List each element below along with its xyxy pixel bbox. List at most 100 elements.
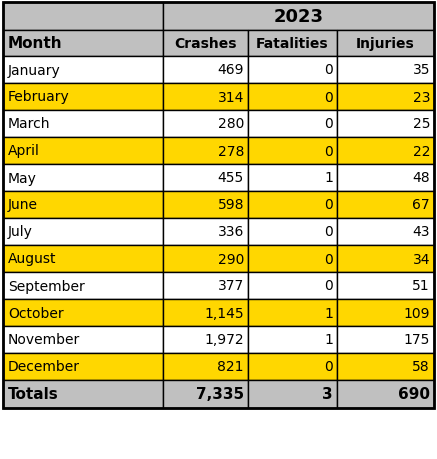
Text: 0: 0 [324, 117, 333, 131]
Bar [3, 380, 163, 408]
Bar [337, 165, 434, 191]
Bar [163, 31, 248, 57]
Bar [163, 84, 248, 111]
Text: 278: 278 [218, 144, 244, 158]
Text: 690: 690 [398, 386, 430, 402]
Text: 0: 0 [324, 279, 333, 293]
Bar [163, 299, 248, 326]
Text: 35: 35 [413, 63, 430, 77]
Bar [3, 326, 163, 353]
Text: 109: 109 [403, 306, 430, 320]
Text: 34: 34 [413, 252, 430, 266]
Bar [3, 138, 163, 165]
Bar [248, 299, 337, 326]
Text: March: March [8, 117, 51, 131]
Bar [337, 138, 434, 165]
Text: 0: 0 [324, 252, 333, 266]
Text: Crashes: Crashes [174, 37, 237, 51]
Bar [337, 111, 434, 138]
Text: August: August [8, 252, 56, 266]
Text: 0: 0 [324, 144, 333, 158]
Bar [337, 353, 434, 380]
Bar [248, 191, 337, 218]
Bar [3, 299, 163, 326]
Text: February: February [8, 90, 70, 104]
Text: 377: 377 [218, 279, 244, 293]
Text: July: July [8, 225, 33, 239]
Text: 598: 598 [218, 198, 244, 212]
Text: 22: 22 [413, 144, 430, 158]
Text: Totals: Totals [8, 386, 59, 402]
Bar [248, 84, 337, 111]
Bar [337, 218, 434, 246]
Bar [248, 111, 337, 138]
Bar [163, 218, 248, 246]
Bar [248, 353, 337, 380]
Bar [248, 31, 337, 57]
Text: 280: 280 [218, 117, 244, 131]
Bar [337, 191, 434, 218]
Text: December: December [8, 360, 80, 374]
Bar [337, 272, 434, 299]
Bar [248, 57, 337, 84]
Text: 455: 455 [218, 171, 244, 185]
Text: 2023: 2023 [274, 8, 323, 26]
Text: 48: 48 [413, 171, 430, 185]
Text: June: June [8, 198, 38, 212]
Text: 0: 0 [324, 63, 333, 77]
Text: April: April [8, 144, 40, 158]
Text: 1: 1 [324, 171, 333, 185]
Bar [337, 57, 434, 84]
Bar [163, 246, 248, 272]
Bar [163, 3, 434, 31]
Bar [248, 218, 337, 246]
Bar [3, 31, 163, 57]
Bar [3, 57, 163, 84]
Text: 67: 67 [413, 198, 430, 212]
Text: 0: 0 [324, 90, 333, 104]
Bar [337, 380, 434, 408]
Bar [248, 138, 337, 165]
Text: 3: 3 [323, 386, 333, 402]
Text: 51: 51 [413, 279, 430, 293]
Bar [248, 246, 337, 272]
Text: 290: 290 [218, 252, 244, 266]
Bar [248, 326, 337, 353]
Bar [3, 353, 163, 380]
Text: 1,145: 1,145 [205, 306, 244, 320]
Text: Month: Month [8, 36, 62, 51]
Bar [337, 326, 434, 353]
Bar [3, 3, 434, 408]
Text: 7,335: 7,335 [196, 386, 244, 402]
Bar [163, 326, 248, 353]
Text: 469: 469 [218, 63, 244, 77]
Text: 314: 314 [218, 90, 244, 104]
Bar [163, 111, 248, 138]
Bar [163, 165, 248, 191]
Text: 1: 1 [324, 306, 333, 320]
Bar [163, 138, 248, 165]
Text: 0: 0 [324, 198, 333, 212]
Bar [3, 246, 163, 272]
Text: 1,972: 1,972 [205, 333, 244, 347]
Text: Fatalities: Fatalities [256, 37, 329, 51]
Text: 25: 25 [413, 117, 430, 131]
Bar [163, 353, 248, 380]
Bar [248, 272, 337, 299]
Bar [337, 246, 434, 272]
Bar [3, 272, 163, 299]
Bar [3, 84, 163, 111]
Text: September: September [8, 279, 85, 293]
Bar [3, 218, 163, 246]
Bar [337, 84, 434, 111]
Text: 336: 336 [218, 225, 244, 239]
Text: 58: 58 [413, 360, 430, 374]
Bar [163, 272, 248, 299]
Text: May: May [8, 171, 37, 185]
Bar [248, 380, 337, 408]
Bar [163, 57, 248, 84]
Text: 175: 175 [404, 333, 430, 347]
Text: 23: 23 [413, 90, 430, 104]
Bar [3, 3, 163, 31]
Bar [3, 111, 163, 138]
